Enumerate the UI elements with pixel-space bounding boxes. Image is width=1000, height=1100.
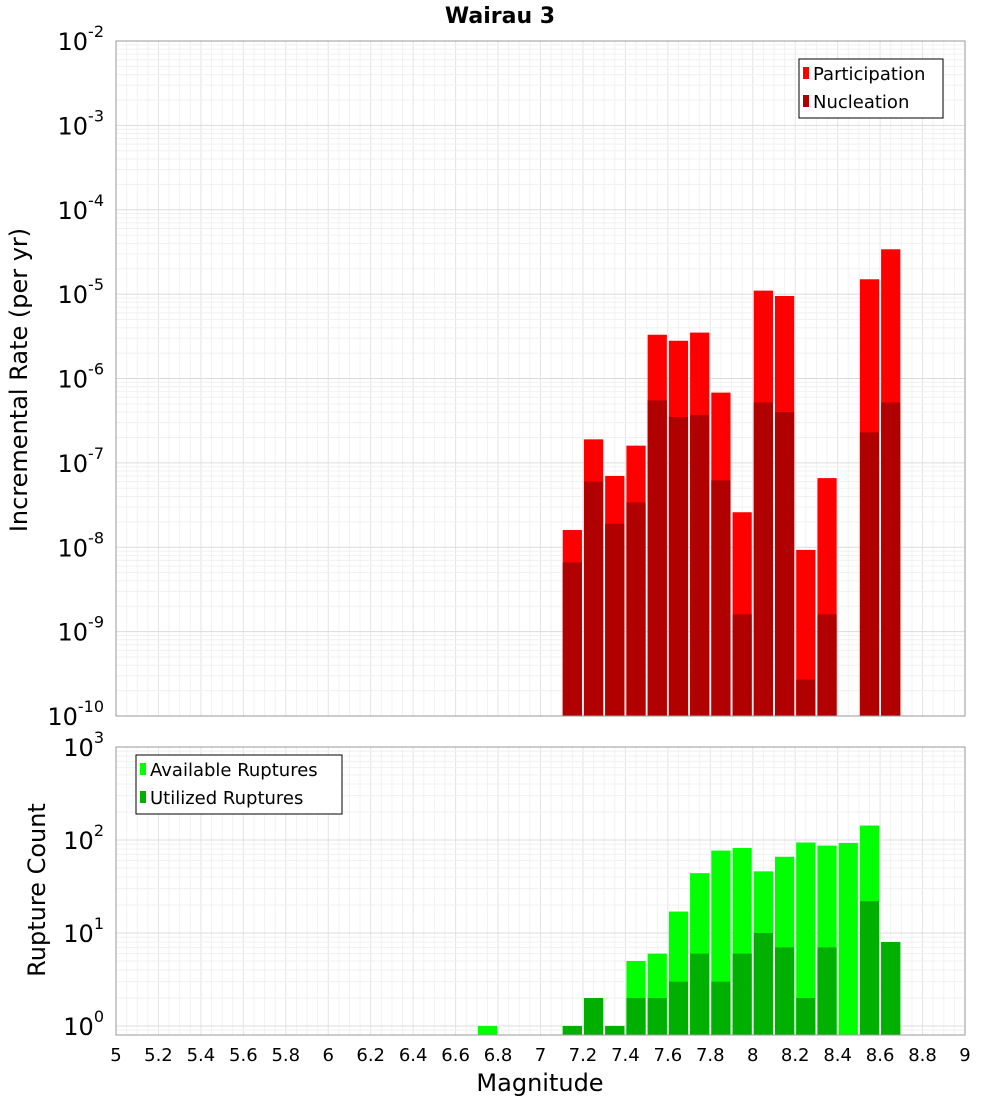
top-legend-label: Nucleation [813, 92, 909, 113]
bottom-bar-utilized-ruptures [668, 981, 689, 1035]
top-grid [115, 40, 966, 717]
top-legend-swatch [803, 67, 809, 79]
bottom-legend-swatch [140, 763, 146, 775]
bottom-legend-label: Available Ruptures [150, 760, 318, 781]
bottom-bar-utilized-ruptures [859, 901, 880, 1035]
x-tick-label: 9 [959, 1045, 970, 1066]
bottom-bar-utilized-ruptures [817, 947, 837, 1035]
x-tick-label: 7 [535, 1045, 546, 1066]
top-bar-nucleation [881, 402, 901, 716]
x-tick-label: 5.8 [271, 1045, 300, 1066]
top-bars [562, 249, 901, 716]
top-legend-label: Participation [813, 64, 925, 85]
bottom-y-tick-label: 102 [63, 821, 104, 855]
x-tick-label: 6.4 [399, 1045, 428, 1066]
x-tick-label: 7.4 [611, 1045, 640, 1066]
bottom-legend-swatch [140, 791, 146, 803]
bottom-plot: 103 102 101 100 Rupture Count Available Rup… [23, 728, 966, 1041]
bottom-bar-available-ruptures [838, 842, 858, 1035]
bottom-bar-utilized-ruptures [562, 1025, 582, 1035]
top-legend: Participation Nucleation [798, 58, 944, 119]
top-y-axis-label: Incremental Rate (per yr) [5, 228, 33, 532]
bottom-bar-utilized-ruptures [647, 997, 667, 1035]
x-tick-label: 8.6 [866, 1045, 895, 1066]
top-bar-nucleation [796, 679, 816, 716]
top-y-ticks: 10-2 10-3 10-4 10-5 10-6 10-7 10-8 10-9 10-10 [47, 22, 104, 731]
bottom-y-tick-label: 100 [63, 1007, 104, 1041]
top-bar-participation [796, 549, 816, 716]
bottom-bar-utilized-ruptures [711, 981, 731, 1035]
top-bar-nucleation [605, 523, 625, 716]
top-bar-nucleation [774, 412, 795, 716]
x-tick-label: 5.6 [229, 1045, 258, 1066]
top-bar-nucleation [626, 502, 646, 716]
x-tick-label: 7.2 [569, 1045, 598, 1066]
bottom-y-tick-label: 101 [63, 914, 104, 948]
bottom-bar-utilized-ruptures [774, 947, 795, 1035]
x-tick-label: 6.2 [356, 1045, 385, 1066]
top-bar-nucleation [711, 480, 731, 716]
top-bar-nucleation [732, 614, 752, 716]
top-y-tick-label: 10-8 [58, 528, 105, 562]
x-tick-label: 7.8 [696, 1045, 725, 1066]
x-tick-label: 5.2 [144, 1045, 173, 1066]
top-y-tick-label: 10-7 [58, 444, 105, 478]
x-tick-label: 6.6 [441, 1045, 470, 1066]
top-bar-nucleation [647, 400, 667, 716]
bottom-bar-utilized-ruptures [583, 997, 604, 1035]
x-tick-label: 8 [747, 1045, 758, 1066]
top-y-tick-label: 10-10 [47, 697, 104, 731]
bottom-bar-utilized-ruptures [732, 953, 752, 1035]
bottom-y-axis-label: Rupture Count [23, 803, 51, 977]
bottom-plot-border [115, 746, 966, 1036]
bottom-legend-box [135, 754, 343, 815]
bottom-bar-available-ruptures [477, 1025, 498, 1035]
top-y-tick-label: 10-5 [58, 275, 105, 309]
bottom-y-tick-label: 103 [63, 728, 104, 762]
top-legend-swatch [803, 95, 809, 107]
top-bar-nucleation [859, 432, 880, 716]
bottom-bar-available-ruptures [796, 842, 816, 1035]
x-tick-label: 8.4 [823, 1045, 852, 1066]
x-tick-label: 5 [110, 1045, 121, 1066]
top-y-tick-label: 10-2 [58, 22, 105, 56]
bottom-bar-utilized-ruptures [881, 942, 901, 1035]
top-bar-nucleation [753, 402, 773, 716]
top-bar-nucleation [668, 416, 689, 716]
bottom-bar-utilized-ruptures [753, 932, 773, 1035]
x-tick-label: 6.8 [484, 1045, 513, 1066]
x-tick-label: 6 [323, 1045, 334, 1066]
top-y-tick-label: 10-6 [58, 360, 105, 394]
top-y-tick-label: 10-4 [58, 191, 105, 225]
top-bar-nucleation [817, 614, 837, 716]
bottom-legend-label: Utilized Ruptures [150, 788, 303, 809]
top-bar-nucleation [583, 481, 604, 716]
bottom-bars [477, 825, 901, 1035]
x-ticks: 5 5.2 5.4 5.6 5.8 6 6.2 6.4 6.6 6.8 7 7.2 7.4 7.6 7.8 8… [110, 1045, 970, 1066]
bottom-y-ticks: 103 102 101 100 [63, 728, 104, 1041]
bottom-legend: Available Ruptures Utilized Ruptures [135, 754, 343, 815]
x-tick-label: 8.2 [781, 1045, 810, 1066]
chart-title: Wairau 3 [445, 4, 555, 29]
top-plot: 10-2 10-3 10-4 10-5 10-6 10-7 10-8 10-9 10-10 In… [5, 22, 966, 731]
bottom-bar-utilized-ruptures [605, 1025, 625, 1035]
x-tick-label: 7.6 [654, 1045, 683, 1066]
bottom-bar-utilized-ruptures [796, 997, 816, 1035]
top-legend-box [798, 58, 944, 119]
top-y-tick-label: 10-9 [58, 613, 105, 647]
bottom-bar-utilized-ruptures [690, 953, 710, 1035]
bottom-bar-utilized-ruptures [626, 997, 646, 1035]
x-axis-label: Magnitude [476, 1069, 603, 1097]
top-plot-border [115, 40, 966, 717]
top-bar-nucleation [562, 562, 582, 716]
top-y-tick-label: 10-3 [58, 106, 105, 140]
top-bar-nucleation [690, 414, 710, 716]
x-tick-label: 5.4 [187, 1045, 216, 1066]
x-tick-label: 8.8 [908, 1045, 937, 1066]
